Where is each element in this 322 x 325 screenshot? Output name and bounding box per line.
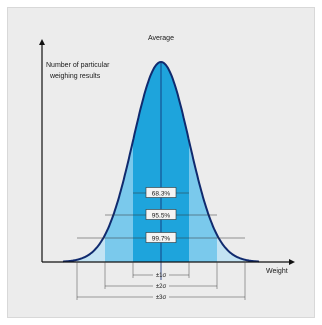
- sigma-range-label-3: ±3σ: [156, 295, 167, 301]
- sigma-range-label-1: ±1σ: [156, 273, 167, 279]
- band-label-box-2: [145, 209, 177, 220]
- sigma-range-label-2: ±2σ: [156, 284, 167, 290]
- y-axis-label-line1: Number of particular: [46, 62, 110, 69]
- band-percent-label-1: 68.3%: [152, 190, 171, 197]
- sigma-dimensions: ±1σ ±2σ ±3σ: [76, 262, 246, 301]
- band-label-box-1: [145, 187, 177, 198]
- band-label-box-3: [145, 232, 177, 243]
- y-axis-label-line2: weighing results: [49, 73, 101, 80]
- band-labels: 68.3% 95.5% 99.7%: [77, 187, 245, 243]
- band-percent-label-2: 95.5%: [152, 212, 171, 219]
- peak-label: Average: [148, 35, 174, 42]
- band-percent-label-3: 99.7%: [152, 235, 171, 242]
- x-axis-label: Weight: [266, 268, 288, 275]
